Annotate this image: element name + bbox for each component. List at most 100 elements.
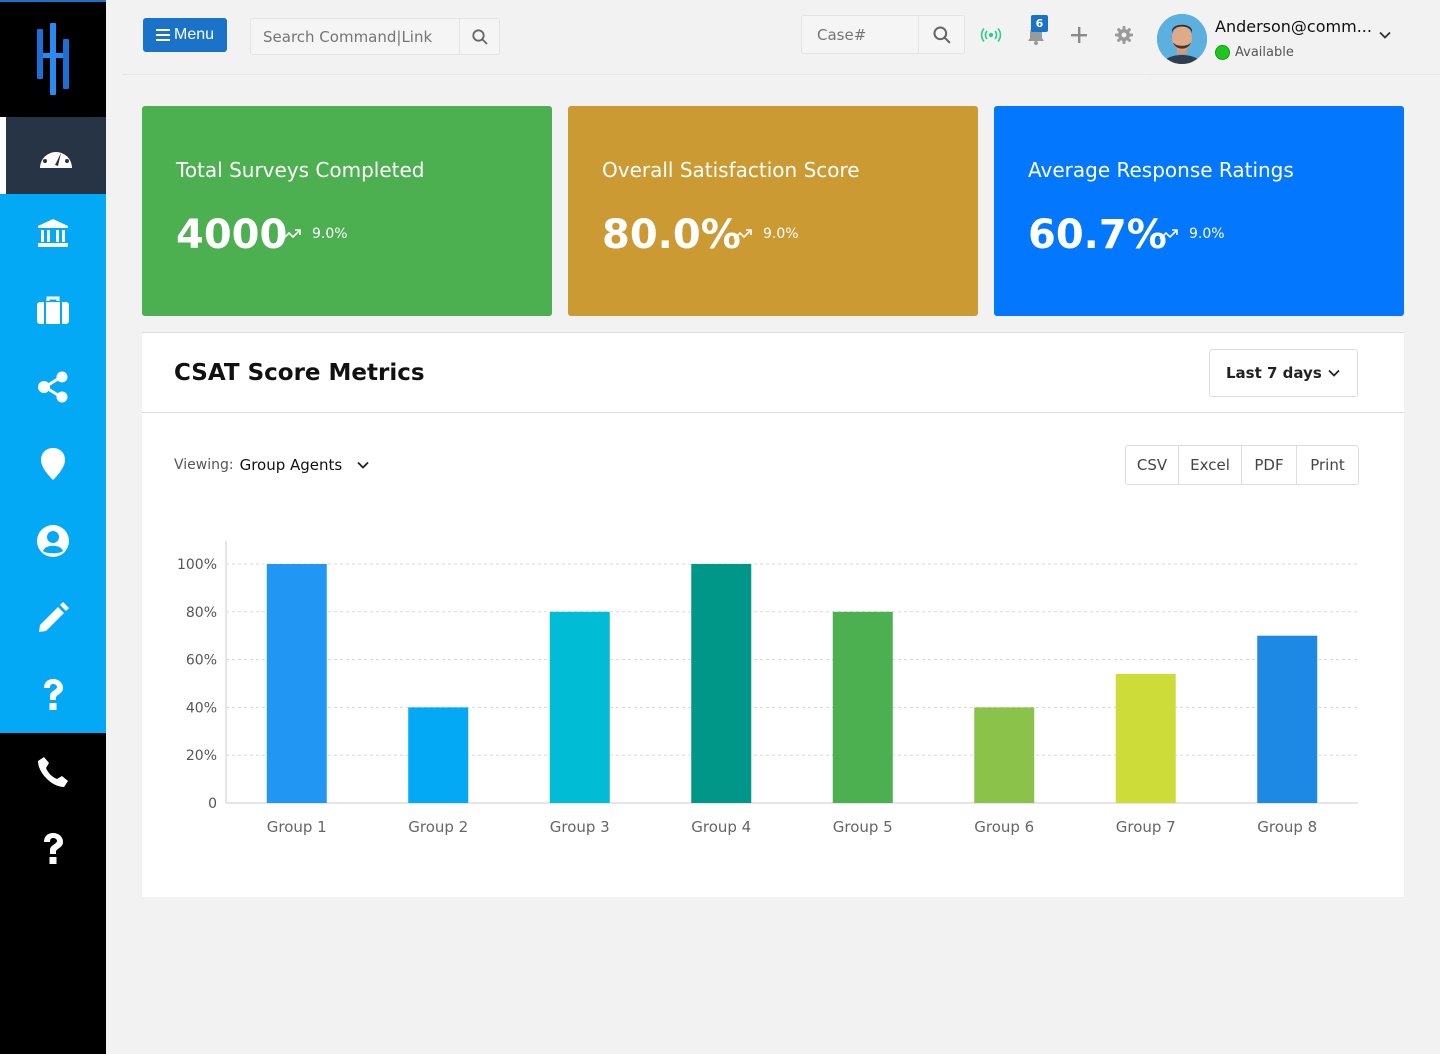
viewing-dropdown[interactable]: Group Agents <box>240 456 371 474</box>
chart-bar <box>408 707 469 803</box>
card-trend: 9.0% <box>282 226 348 242</box>
date-range-dropdown[interactable]: Last 7 days <box>1209 349 1358 397</box>
app-logo[interactable] <box>0 2 106 116</box>
viewing-value: Group Agents <box>239 456 343 474</box>
dashboard-icon <box>40 145 72 168</box>
avatar-image <box>1157 14 1207 64</box>
print-button[interactable]: Print <box>1310 456 1345 474</box>
sidebar <box>0 0 106 1054</box>
chart-bar <box>549 611 610 803</box>
x-tick-label: Group 7 <box>1116 818 1176 836</box>
chart-bar <box>1115 673 1176 803</box>
y-tick-label: 60% <box>186 653 217 669</box>
broadcast-icon <box>980 27 1002 43</box>
chevron-down-icon <box>1328 369 1340 377</box>
sidebar-item-share[interactable] <box>0 348 106 425</box>
sidebar-item-profile[interactable] <box>0 502 106 579</box>
x-tick-label: Group 2 <box>408 818 468 836</box>
card-satisfaction-score: Overall Satisfaction Score 80.0% 9.0% <box>568 106 978 316</box>
csat-bar-chart: 0 20% 40% 60% 80% 100% Group 1 Group 2 Group 3 Gr… <box>177 541 1358 836</box>
sidebar-item-support[interactable] <box>0 810 106 887</box>
card-value: 80.0% <box>602 212 741 258</box>
y-tick-label: 100% <box>177 557 217 573</box>
status-dot <box>1215 45 1230 60</box>
viewing-filter: Viewing: Group Agents <box>174 456 370 474</box>
y-tick-label: 40% <box>186 700 217 716</box>
card-response-ratings: Average Response Ratings 60.7% 9.0% <box>994 106 1404 316</box>
sidebar-item-dashboard[interactable] <box>0 117 106 194</box>
trending-up-icon <box>282 229 301 240</box>
sidebar-item-location[interactable] <box>0 425 106 502</box>
gear-icon <box>1115 26 1133 44</box>
help-icon <box>44 678 63 710</box>
command-search <box>250 18 500 55</box>
card-total-surveys: Total Surveys Completed 4000 9.0% <box>142 106 552 316</box>
user-status-label: Available <box>1235 45 1294 60</box>
briefcase-icon <box>37 296 69 324</box>
x-tick-label: Group 5 <box>833 818 893 836</box>
share-icon <box>38 371 68 402</box>
bank-icon <box>38 218 68 247</box>
chart-bar <box>1257 635 1318 803</box>
case-search <box>801 15 965 54</box>
x-tick-label: Group 8 <box>1257 818 1317 836</box>
case-search-input[interactable] <box>802 16 918 53</box>
panel-divider <box>142 412 1404 413</box>
chevron-down-icon <box>357 461 369 469</box>
case-search-button[interactable] <box>918 16 964 53</box>
chart-bar <box>974 707 1035 803</box>
phone-icon <box>38 756 68 787</box>
header-divider <box>122 74 1145 75</box>
location-pin-icon <box>41 447 65 480</box>
export-button-group: CSV Excel PDF Print <box>1125 445 1359 485</box>
logo-icon <box>37 23 69 95</box>
x-tick-label: Group 1 <box>267 818 327 836</box>
card-trend-value: 9.0% <box>312 226 348 242</box>
pencil-icon <box>39 601 69 632</box>
settings-button[interactable] <box>1113 24 1135 46</box>
chart-bar <box>832 611 893 803</box>
panel-title: CSAT Score Metrics <box>174 360 425 386</box>
x-tick-label: Group 6 <box>974 818 1034 836</box>
card-trend-value: 9.0% <box>1189 226 1225 242</box>
user-menu[interactable]: Anderson@comm... Available <box>1146 0 1440 75</box>
notification-count-badge: 6 <box>1031 15 1048 32</box>
export-excel-button[interactable]: Excel <box>1179 446 1242 484</box>
sidebar-item-bank[interactable] <box>0 194 106 271</box>
menu-button[interactable]: Menu <box>143 18 227 52</box>
x-tick-label: Group 4 <box>691 818 751 836</box>
user-menu-chevron[interactable] <box>1378 27 1392 46</box>
broadcast-button[interactable] <box>978 24 1004 46</box>
card-value: 60.7% <box>1028 212 1167 258</box>
card-title: Overall Satisfaction Score <box>602 158 860 182</box>
card-title: Total Surveys Completed <box>176 158 425 182</box>
chart-bar <box>691 564 752 803</box>
sidebar-bottom <box>0 733 106 887</box>
card-value: 4000 <box>176 212 288 258</box>
sidebar-item-edit[interactable] <box>0 579 106 656</box>
add-button[interactable] <box>1068 24 1090 46</box>
sidebar-item-help[interactable] <box>0 656 106 733</box>
sidebar-item-phone[interactable] <box>0 733 106 810</box>
avatar <box>1157 14 1207 64</box>
export-csv-button[interactable]: CSV <box>1126 446 1179 484</box>
viewing-label: Viewing: <box>174 457 234 473</box>
hamburger-icon <box>155 29 170 41</box>
sidebar-nav <box>0 194 106 733</box>
sidebar-item-cases[interactable] <box>0 271 106 348</box>
y-tick-label: 0 <box>208 796 217 812</box>
trending-up-icon <box>733 229 752 240</box>
trending-up-icon <box>1159 229 1178 240</box>
chart-bar <box>266 564 327 803</box>
card-trend: 9.0% <box>733 226 799 242</box>
command-search-input[interactable] <box>251 19 459 54</box>
csat-panel: CSAT Score Metrics Last 7 days Viewing: … <box>142 332 1404 897</box>
user-status: Available <box>1215 45 1294 60</box>
export-pdf-button[interactable]: PDF <box>1242 446 1297 484</box>
plus-icon <box>1071 27 1087 43</box>
card-trend: 9.0% <box>1159 226 1225 242</box>
date-range-label: Last 7 days <box>1226 364 1322 382</box>
card-title: Average Response Ratings <box>1028 158 1294 182</box>
y-tick-label: 20% <box>186 748 217 764</box>
command-search-button[interactable] <box>459 19 499 54</box>
